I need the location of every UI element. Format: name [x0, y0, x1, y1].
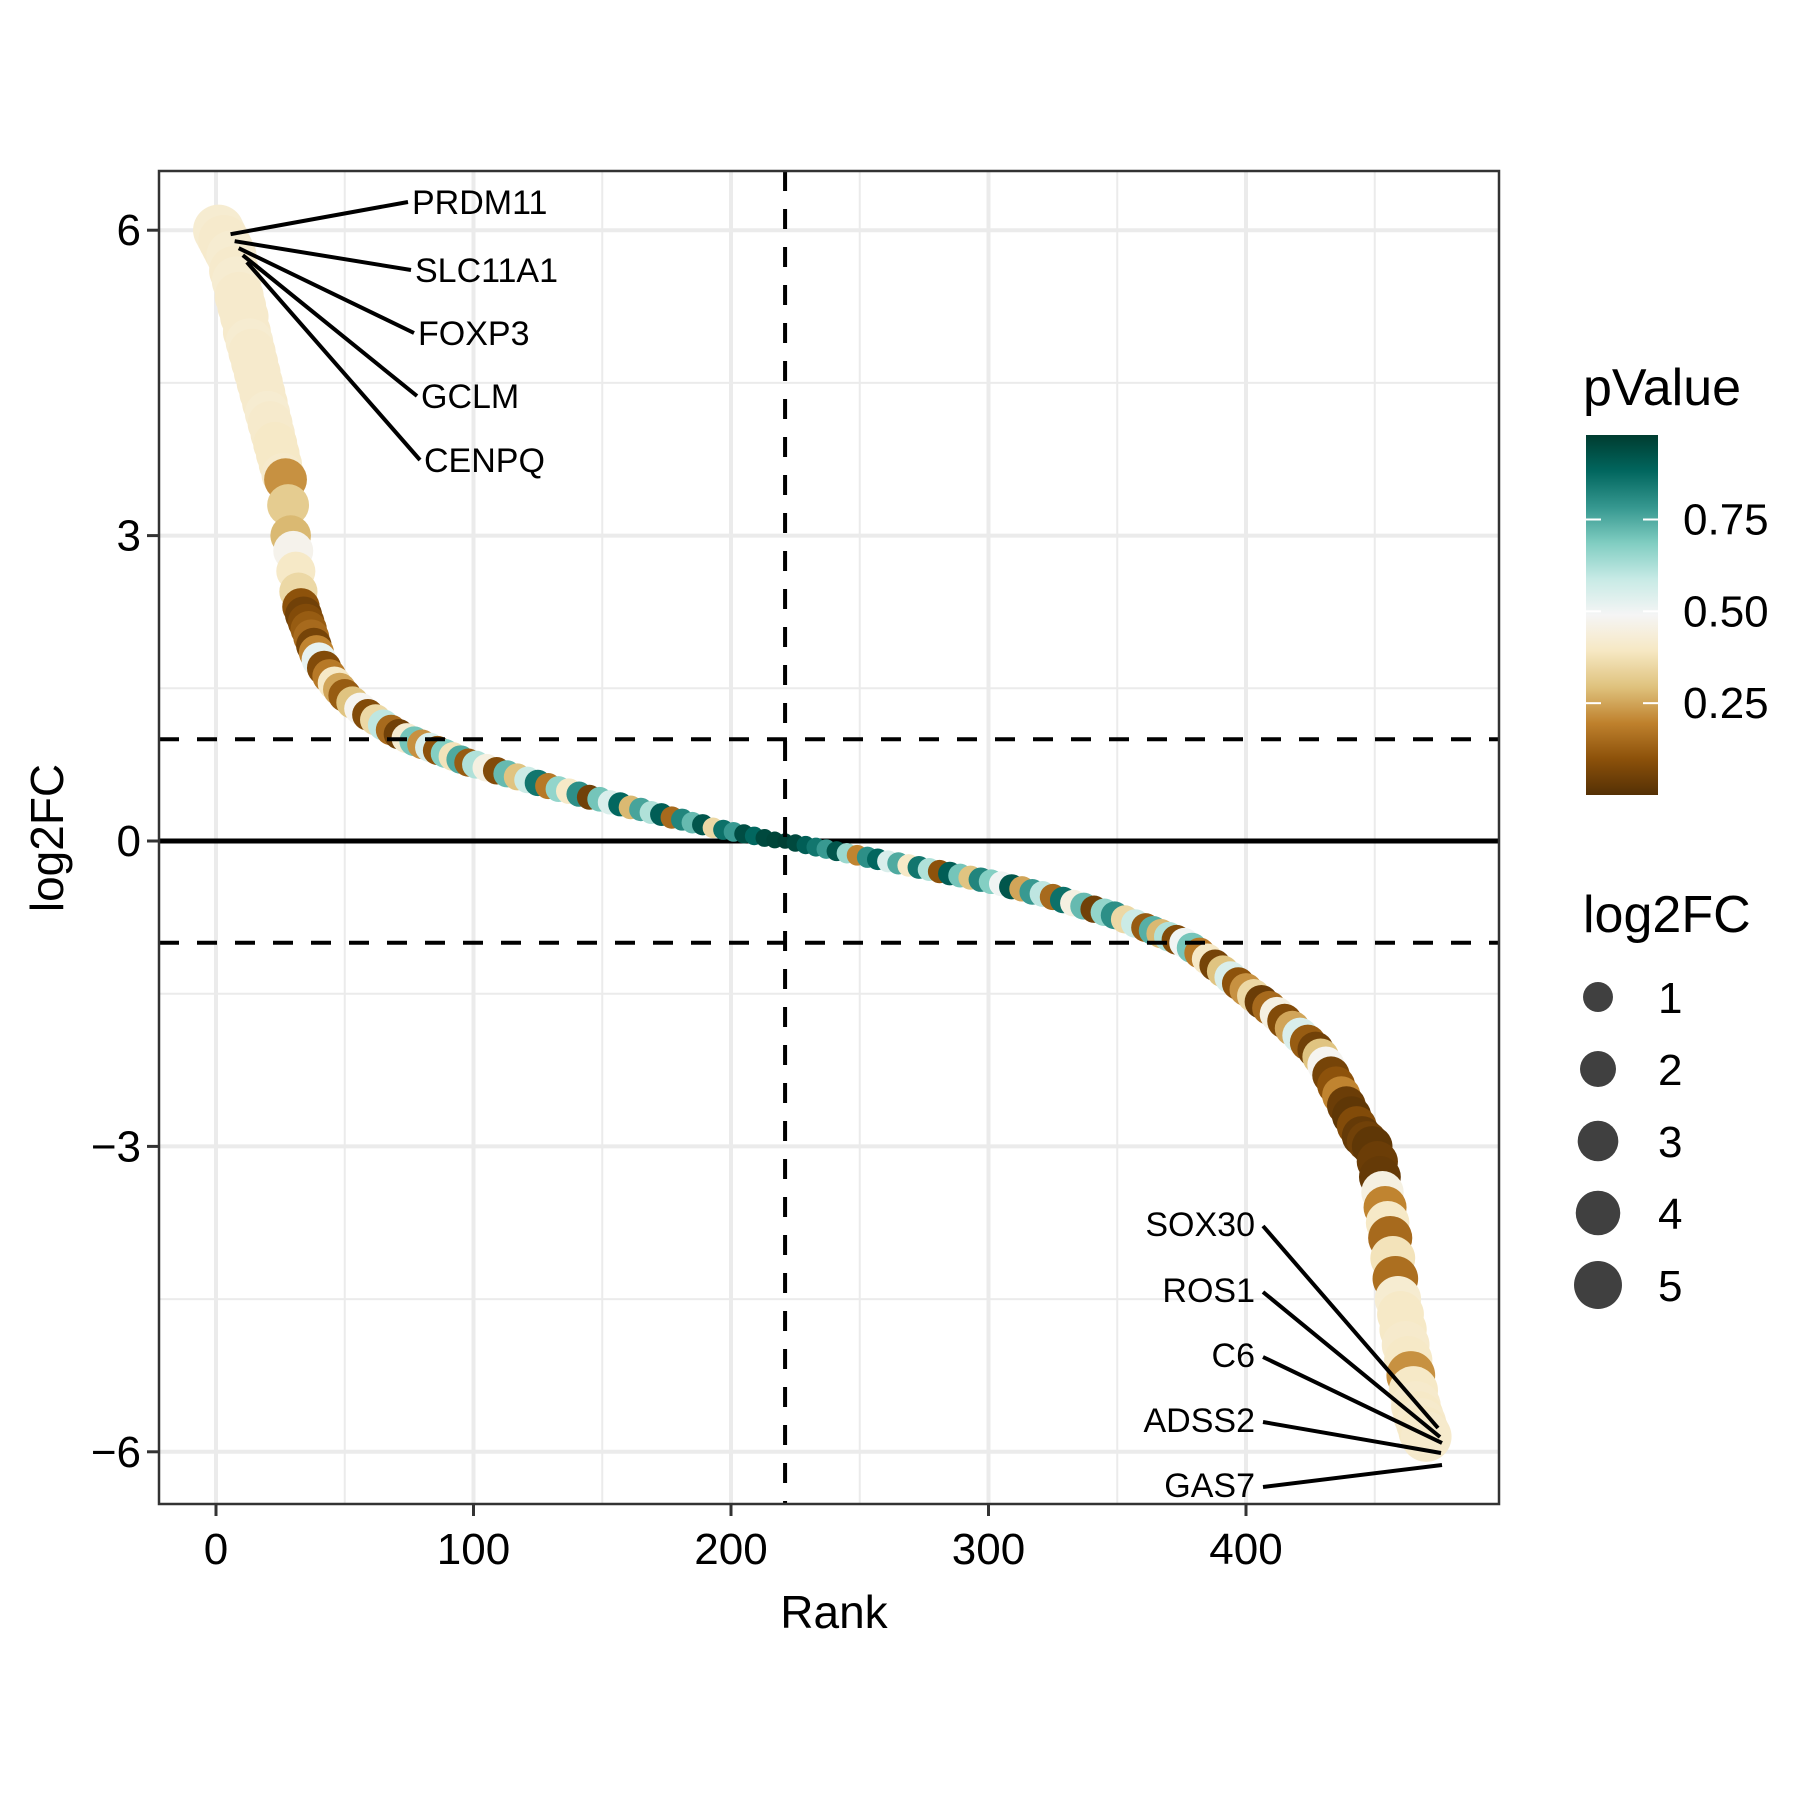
- y-tick-label: −3: [91, 1122, 141, 1171]
- gene-label-adss2: ADSS2: [1144, 1402, 1256, 1440]
- y-tick-label: 0: [117, 817, 141, 866]
- annotation-line: [245, 260, 422, 462]
- size-legend-label: 3: [1658, 1118, 1682, 1167]
- gene-label-slc11a1: SLC11A1: [415, 252, 558, 290]
- y-tick-label: 3: [117, 512, 141, 561]
- size-legend-key: [1574, 1261, 1622, 1309]
- annotation-line: [230, 200, 409, 237]
- gene-label-foxp3: FOXP3: [418, 315, 529, 353]
- size-legend-key: [1577, 1120, 1619, 1162]
- annotation-line: [1262, 1420, 1442, 1455]
- log2fc-size-legend: log2FC 1 2 3 4 5: [1574, 886, 1751, 1311]
- gene-label-gas7: GAS7: [1164, 1467, 1255, 1505]
- annotation-line: [241, 253, 419, 398]
- gene-label-c6: C6: [1212, 1337, 1255, 1375]
- colorbar-label: 0.25: [1683, 679, 1769, 728]
- size-legend-title: log2FC: [1583, 886, 1751, 944]
- x-tick-label: 400: [1209, 1525, 1282, 1574]
- size-legend-key: [1583, 982, 1613, 1012]
- panel-background: [159, 171, 1499, 1504]
- y-tick-label: 6: [117, 206, 141, 255]
- y-tick-label: −6: [91, 1428, 141, 1477]
- size-legend-key: [1580, 1051, 1616, 1087]
- panel-border: [157, 169, 1501, 1506]
- pvalue-legend: pValue 0.75 0.50 0.25: [1583, 359, 1769, 795]
- gene-label-prdm11: PRDM11: [412, 184, 547, 222]
- size-legend-label: 5: [1658, 1262, 1682, 1311]
- annotation-line: [1261, 1290, 1442, 1439]
- annotation-line: [237, 246, 415, 335]
- x-tick-label: 200: [694, 1525, 767, 1574]
- size-legend-key: [1575, 1190, 1621, 1236]
- grid-minor: [159, 171, 1499, 1504]
- x-axis: 0 100 200 300 400: [204, 1504, 1283, 1574]
- size-legend-label: 1: [1658, 974, 1682, 1023]
- gene-label-gclm: GCLM: [421, 378, 519, 416]
- annotation-labels: PRDM11 SLC11A1 FOXP3 GCLM CENPQ SOX30 ROS1 C6 AD…: [412, 184, 1255, 1505]
- y-axis-title: log2FC: [21, 764, 73, 912]
- annotation-line: [1262, 1355, 1443, 1445]
- annotation-lines: [230, 200, 1443, 1489]
- size-legend-keys: 1 2 3 4 5: [1574, 974, 1682, 1311]
- size-legend-label: 4: [1658, 1190, 1682, 1239]
- gene-label-cenpq: CENPQ: [424, 442, 545, 480]
- colorbar-ticks: 0.75 0.50 0.25: [1586, 495, 1769, 728]
- x-axis-title: Rank: [780, 1586, 888, 1638]
- annotation-line: [1261, 1224, 1440, 1430]
- size-legend-label: 2: [1658, 1046, 1682, 1095]
- x-tick-label: 300: [952, 1525, 1025, 1574]
- gene-label-ros1: ROS1: [1162, 1272, 1255, 1310]
- colorbar-label: 0.50: [1683, 587, 1769, 636]
- y-axis: 6 3 0 −3 −6: [91, 206, 159, 1477]
- grid-major: [159, 171, 1499, 1504]
- annotation-line: [234, 239, 412, 272]
- points-layer: [193, 204, 1452, 1462]
- gene-label-sox30: SOX30: [1145, 1206, 1255, 1244]
- annotation-line: [1262, 1463, 1443, 1489]
- data-point: [267, 484, 310, 526]
- pvalue-colorbar: [1586, 435, 1658, 795]
- colorbar-label: 0.75: [1683, 495, 1769, 544]
- x-tick-label: 100: [437, 1525, 510, 1574]
- x-tick-label: 0: [204, 1525, 228, 1574]
- plot-panel: PRDM11 SLC11A1 FOXP3 GCLM CENPQ SOX30 ROS1 C6 AD…: [157, 169, 1501, 1506]
- pvalue-legend-title: pValue: [1583, 359, 1741, 417]
